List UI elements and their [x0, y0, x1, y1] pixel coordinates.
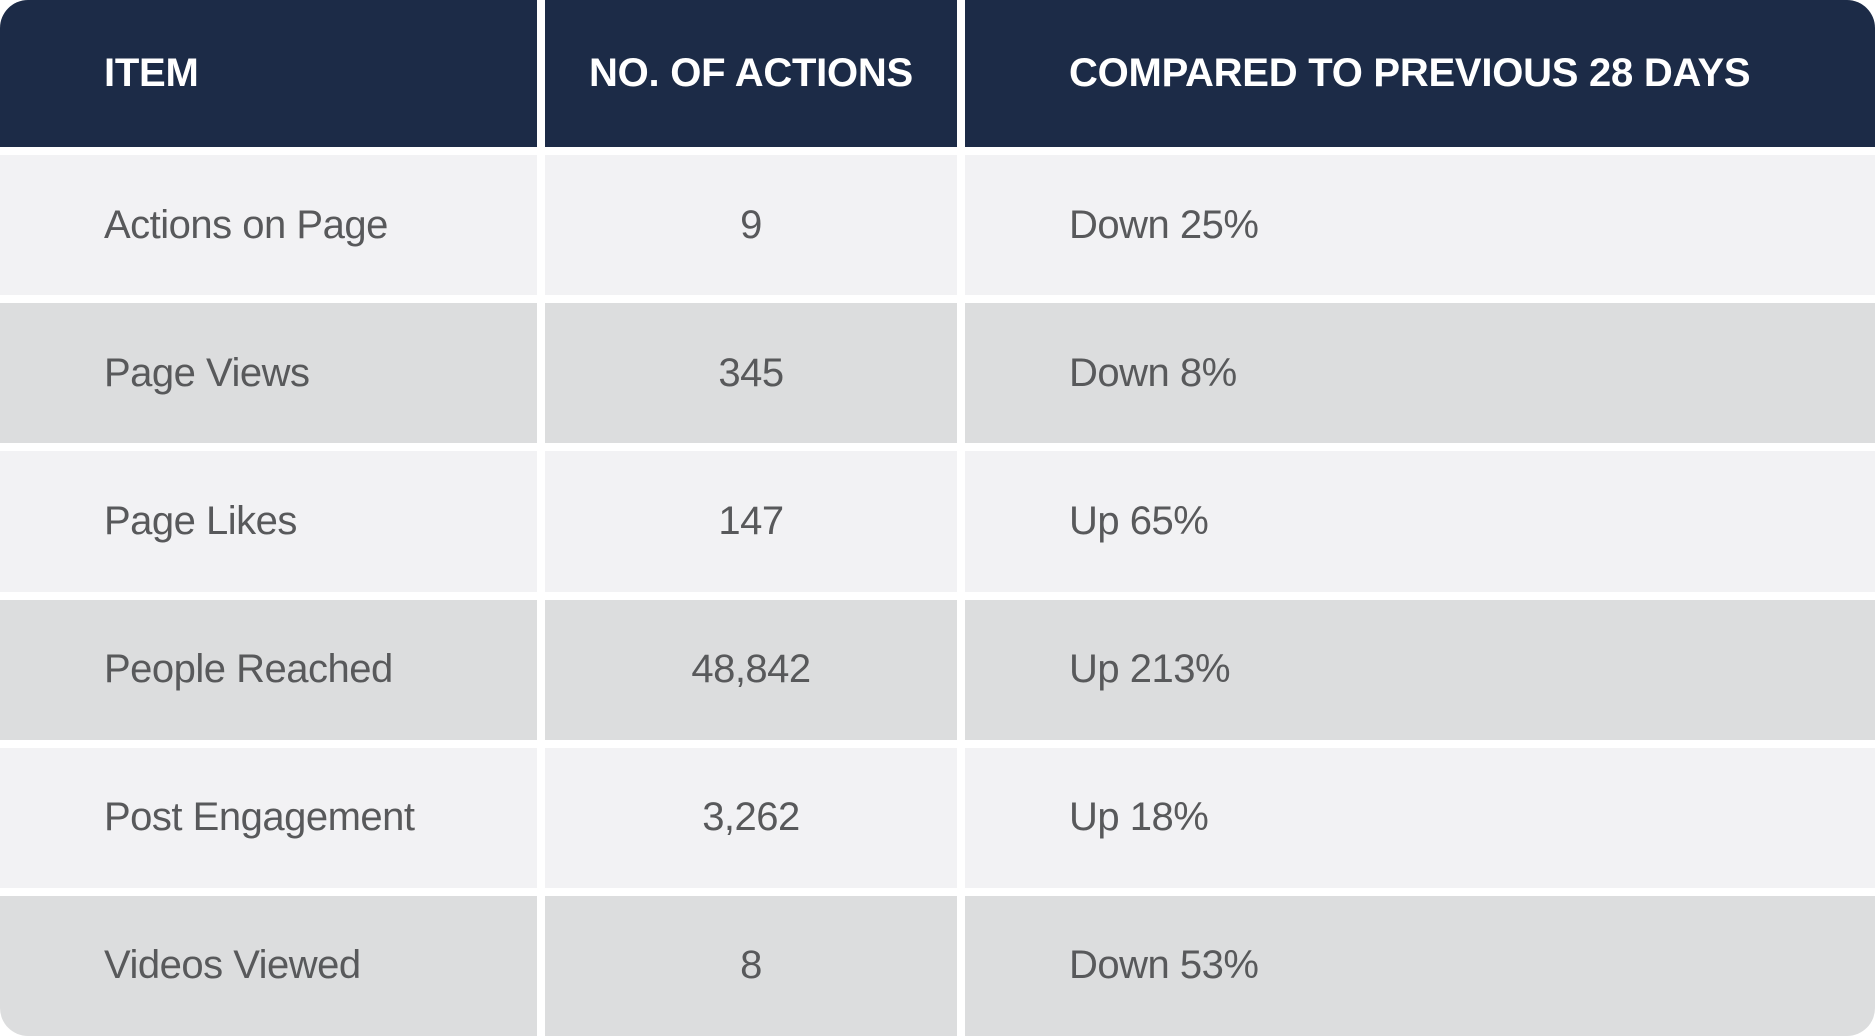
actions-count-cell: 345 — [545, 303, 957, 444]
item-cell: Videos Viewed — [0, 895, 537, 1036]
actions-count-cell: 9 — [545, 155, 957, 296]
comparison-cell: Up 65% — [965, 451, 1875, 592]
comparison-cell: Down 53% — [965, 895, 1875, 1036]
comparison-cell: Up 18% — [965, 747, 1875, 888]
column-header-compared-to-previous-28-days: COMPARED TO PREVIOUS 28 DAYS — [965, 0, 1875, 147]
actions-count-cell: 8 — [545, 895, 957, 1036]
comparison-cell: Down 8% — [965, 303, 1875, 444]
actions-count-cell: 3,262 — [545, 747, 957, 888]
actions-count-cell: 48,842 — [545, 599, 957, 740]
item-cell: Page Likes — [0, 451, 537, 592]
item-cell: Page Views — [0, 303, 537, 444]
item-cell: Post Engagement — [0, 747, 537, 888]
comparison-cell: Down 25% — [965, 155, 1875, 296]
actions-count-cell: 147 — [545, 451, 957, 592]
comparison-cell: Up 213% — [965, 599, 1875, 740]
column-header-item: ITEM — [0, 0, 537, 147]
column-header-no-of-actions: NO. OF ACTIONS — [545, 0, 957, 147]
item-cell: People Reached — [0, 599, 537, 740]
item-cell: Actions on Page — [0, 155, 537, 296]
